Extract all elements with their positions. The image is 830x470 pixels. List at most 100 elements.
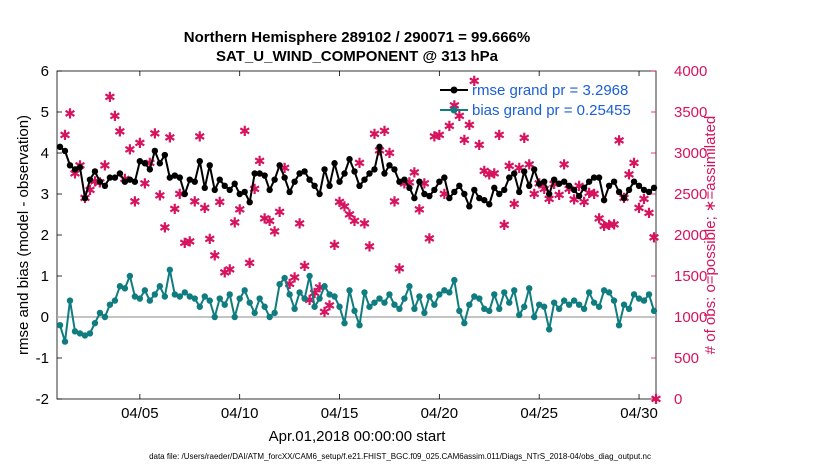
bias-point bbox=[356, 322, 363, 329]
rmse-point bbox=[236, 190, 243, 198]
obs-count-point: ✱ bbox=[314, 280, 326, 296]
legend-rmse-marker bbox=[450, 86, 458, 94]
rmse-point bbox=[281, 174, 288, 181]
rmse-point bbox=[451, 188, 458, 196]
rmse-point bbox=[106, 174, 114, 181]
obs-count-point: ✱ bbox=[349, 214, 361, 230]
obs-count-point: ✱ bbox=[628, 156, 640, 172]
rmse-point bbox=[511, 170, 518, 177]
rmse-point bbox=[191, 178, 198, 185]
obs-count-point: ✱ bbox=[593, 212, 605, 228]
bias-point bbox=[471, 293, 478, 300]
bias-point bbox=[231, 313, 238, 321]
bias-point bbox=[635, 295, 643, 302]
rmse-point bbox=[650, 184, 658, 192]
rmse-point bbox=[176, 174, 183, 181]
rmse-point bbox=[346, 155, 353, 163]
obs-count-point: ✱ bbox=[289, 271, 301, 287]
rmse-point bbox=[476, 194, 483, 202]
bias-point bbox=[570, 297, 578, 304]
bias-point bbox=[211, 313, 218, 321]
y-axis-left-label: rmse and bias (model - observation) bbox=[15, 115, 32, 355]
bias-point bbox=[276, 281, 283, 288]
obs-count-point: ✱ bbox=[553, 188, 565, 204]
y-tick-right-label: 2000 bbox=[674, 227, 707, 244]
obs-count-point: ✱ bbox=[458, 133, 470, 149]
bias-point bbox=[610, 297, 618, 304]
obs-count-point: ✱ bbox=[109, 109, 121, 125]
obs-count-point: ✱ bbox=[483, 167, 495, 183]
bias-point bbox=[61, 338, 69, 345]
bias-point bbox=[141, 287, 149, 294]
obs-count-point: ✱ bbox=[573, 179, 585, 195]
bias-point bbox=[431, 301, 438, 308]
bias-point bbox=[476, 295, 483, 302]
rmse-point bbox=[575, 192, 583, 200]
rmse-point bbox=[545, 190, 553, 198]
bias-point bbox=[585, 289, 593, 296]
y-tick-left-label: 6 bbox=[41, 63, 49, 80]
rmse-point bbox=[161, 151, 169, 159]
bias-point bbox=[336, 303, 343, 310]
rmse-point bbox=[506, 174, 513, 181]
bias-point bbox=[206, 297, 213, 304]
bias-point bbox=[346, 287, 353, 294]
obs-count-point: ✱ bbox=[89, 175, 101, 191]
bias-point bbox=[451, 276, 458, 284]
obs-count-point: ✱ bbox=[224, 262, 236, 278]
legend-bias-marker bbox=[450, 106, 458, 114]
y-tick-left-label: 4 bbox=[41, 145, 49, 162]
bias-point bbox=[201, 293, 208, 300]
bias-point bbox=[501, 289, 508, 296]
rmse-point bbox=[605, 182, 613, 189]
rmse-point bbox=[501, 186, 508, 194]
obs-count-point: ✱ bbox=[264, 214, 276, 230]
bias-point bbox=[326, 291, 333, 298]
obs-count-point: ✱ bbox=[409, 166, 421, 182]
rmse-point bbox=[516, 188, 523, 196]
obs-count-point: ✱ bbox=[339, 199, 351, 215]
bias-point bbox=[391, 301, 398, 308]
rmse-point bbox=[241, 188, 248, 196]
x-tick-label: 04/25 bbox=[520, 405, 558, 422]
obs-count-point: ✱ bbox=[169, 202, 181, 218]
bias-point bbox=[256, 295, 263, 302]
rmse-point bbox=[141, 160, 149, 167]
bias-point bbox=[111, 297, 119, 304]
rmse-point bbox=[326, 182, 333, 189]
rmse-point bbox=[366, 170, 373, 177]
obs-count-point: ✱ bbox=[134, 136, 146, 152]
bias-point bbox=[526, 285, 533, 292]
rmse-point bbox=[61, 147, 69, 155]
obs-count-point: ✱ bbox=[588, 187, 600, 203]
bias-point bbox=[291, 305, 298, 312]
y-tick-right-label: 1500 bbox=[674, 268, 707, 285]
bias-point bbox=[251, 309, 258, 317]
obs-count-point: ✱ bbox=[99, 158, 111, 174]
obs-count-point: ✱ bbox=[648, 230, 660, 246]
obs-count-series: ✱✱✱✱✱✱✱✱✱✱✱✱✱✱✱✱✱✱✱✱✱✱✱✱✱✱✱✱✱✱✱✱✱✱✱✱✱✱✱✱… bbox=[59, 74, 662, 408]
obs-count-point: ✱ bbox=[613, 134, 625, 150]
obs-count-point: ✱ bbox=[503, 159, 515, 175]
y-tick-left-label: -1 bbox=[36, 350, 49, 367]
obs-count-point: ✱ bbox=[159, 221, 171, 237]
obs-count-point: ✱ bbox=[354, 156, 366, 172]
bias-point bbox=[241, 287, 248, 294]
rmse-point bbox=[291, 178, 298, 185]
bias-point bbox=[161, 293, 169, 300]
x-tick-label: 04/10 bbox=[221, 405, 259, 422]
y-tick-left-label: 2 bbox=[41, 227, 49, 244]
obs-count-point: ✱ bbox=[548, 177, 560, 193]
obs-count-point: ✱ bbox=[578, 195, 590, 211]
bias-point bbox=[101, 313, 109, 321]
bias-point bbox=[171, 291, 179, 298]
rmse-point bbox=[645, 188, 653, 196]
bias-point bbox=[481, 305, 488, 312]
obs-count-point: ✱ bbox=[650, 392, 662, 408]
rmse-point bbox=[316, 190, 323, 198]
obs-count-point: ✱ bbox=[239, 124, 251, 140]
obs-count-point: ✱ bbox=[114, 125, 126, 141]
obs-count-point: ✱ bbox=[274, 205, 286, 221]
obs-count-point: ✱ bbox=[194, 130, 206, 146]
y-axis-left: -2 -1 0 1 2 3 4 5 6 bbox=[36, 63, 62, 408]
